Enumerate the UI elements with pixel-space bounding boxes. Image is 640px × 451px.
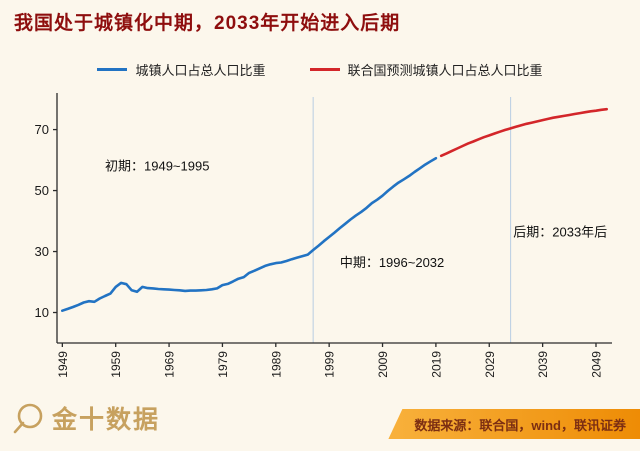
legend-swatch-actual <box>97 68 128 71</box>
y-tick-label: 30 <box>35 244 49 259</box>
jin10-logo-icon <box>13 403 43 434</box>
x-tick-label: 2019 <box>429 351 443 378</box>
x-tick-label: 1989 <box>269 351 283 378</box>
annotation-0: 初期：1949~1995 <box>105 159 209 174</box>
series-line-0 <box>60 156 438 312</box>
series-line-1 <box>439 107 609 158</box>
x-tick-label: 2049 <box>589 351 603 378</box>
page-title: 我国处于城镇化中期，2033年开始进入后期 <box>14 13 401 34</box>
x-tick-label: 2039 <box>536 351 550 378</box>
jin10-logo: 金十数据 <box>12 399 160 437</box>
x-tick-label: 1959 <box>109 351 123 378</box>
x-tick-label: 2009 <box>376 351 390 378</box>
urbanization-chart: 10 30 50 70 1949 1959 1969 1979 1989 1999 2009 2019… <box>0 83 640 398</box>
annotation-2: 后期：2033年后 <box>513 224 607 239</box>
y-tick-label: 50 <box>35 183 49 198</box>
legend-label-actual: 城镇人口占总人口比重 <box>135 63 266 78</box>
x-tick-label: 1979 <box>216 351 230 378</box>
y-tick-label: 10 <box>35 305 49 320</box>
x-tick-label: 1949 <box>56 351 70 378</box>
data-source-bar: 数据来源：联合国，wind，联讯证券 <box>388 409 640 439</box>
legend-item-actual: 城镇人口占总人口比重 <box>97 60 266 79</box>
chart-canvas: 10 30 50 70 1949 1959 1969 1979 1989 1999 2009 2019… <box>35 93 612 378</box>
x-tick-label: 2029 <box>483 351 497 378</box>
legend-swatch-forecast <box>309 68 340 71</box>
data-source-text: 数据来源：联合国，wind，联讯证券 <box>414 417 626 433</box>
legend: 城镇人口占总人口比重 联合国预测城镇人口占总人口比重 <box>0 60 640 79</box>
y-tick-label: 70 <box>35 122 49 137</box>
jin10-logo-text: 金十数据 <box>52 406 161 434</box>
x-tick-label: 1999 <box>323 351 337 378</box>
legend-item-forecast: 联合国预测城镇人口占总人口比重 <box>309 60 543 79</box>
legend-label-forecast: 联合国预测城镇人口占总人口比重 <box>347 63 543 78</box>
annotation-1: 中期：1996~2032 <box>340 255 444 270</box>
x-tick-label: 1969 <box>163 351 177 378</box>
